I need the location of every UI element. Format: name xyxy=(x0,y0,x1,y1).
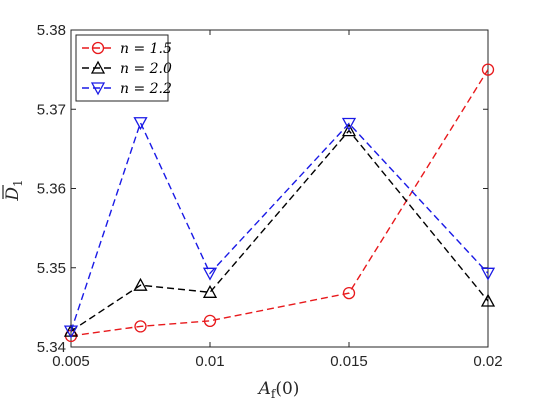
data-point xyxy=(480,267,496,281)
data-point xyxy=(480,293,496,307)
data-point xyxy=(341,117,357,131)
data-point xyxy=(481,63,495,76)
legend-item: n = 2.0 xyxy=(82,60,172,77)
legend-item: n = 2.2 xyxy=(82,81,172,97)
svg-text:D1: D1 xyxy=(3,179,25,201)
data-point xyxy=(134,320,147,333)
series-line xyxy=(70,120,489,332)
y-axis: 5.34 5.35 5.36 5.37 5.38 xyxy=(37,22,488,356)
legend: n = 1.5 n = 2.0 n = 2.2 xyxy=(75,34,172,102)
y-tick-label: 5.35 xyxy=(37,260,66,277)
series-layer xyxy=(63,63,496,343)
y-tick-label: 5.34 xyxy=(37,339,66,356)
legend-marker xyxy=(90,82,106,96)
data-point xyxy=(202,267,218,281)
data-point xyxy=(203,314,217,327)
svg-text:Af(0): Af(0) xyxy=(257,379,300,401)
series-line xyxy=(70,69,489,337)
x-tick-label: 0.02 xyxy=(473,353,502,370)
y-tick-label: 5.36 xyxy=(37,181,66,198)
data-point xyxy=(133,277,148,291)
data-point xyxy=(341,123,357,137)
series-line xyxy=(70,129,489,332)
legend-label: n = 2.0 xyxy=(120,61,172,77)
x-tick-label: 0.015 xyxy=(330,353,368,370)
data-point xyxy=(133,117,148,131)
y-tick-label: 5.38 xyxy=(37,22,66,39)
x-axis: 0.005 0.01 0.015 0.02 xyxy=(52,30,503,370)
legend-box xyxy=(75,34,169,102)
legend-marker xyxy=(90,60,106,74)
legend-item: n = 1.5 xyxy=(82,41,172,57)
data-point xyxy=(202,284,218,298)
legend-label: n = 1.5 xyxy=(120,41,172,57)
legend-marker xyxy=(91,41,105,55)
legend-label: n = 2.2 xyxy=(120,81,172,97)
x-axis-label: Af(0) xyxy=(257,379,300,401)
data-point xyxy=(63,325,79,339)
series-3 xyxy=(63,117,496,339)
x-tick-label: 0.005 xyxy=(52,353,90,370)
y-axis-label: D1 xyxy=(2,179,25,202)
data-point xyxy=(342,286,356,300)
y-tick-label: 5.37 xyxy=(37,101,66,118)
x-tick-label: 0.01 xyxy=(195,353,224,370)
